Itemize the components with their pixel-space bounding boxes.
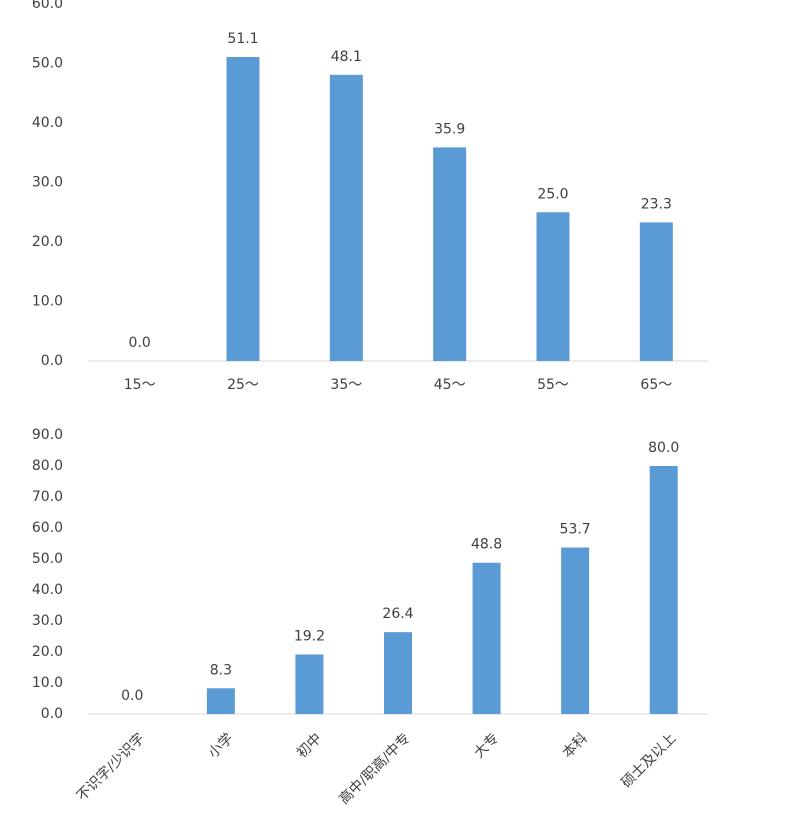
bar <box>649 466 678 714</box>
y-tick-label: 50.0 <box>32 56 63 72</box>
y-tick-label: 30.0 <box>32 613 63 629</box>
y-tick-label: 70.0 <box>32 489 63 505</box>
x-tick-label: 本科 <box>560 730 591 761</box>
y-tick-label: 0.0 <box>41 706 63 722</box>
x-tick-label: 初中 <box>293 730 325 762</box>
x-tick-label: 45～ <box>434 377 466 393</box>
y-tick-label: 40.0 <box>32 115 63 131</box>
bar <box>384 632 412 714</box>
x-tick-label: 小学 <box>205 730 236 761</box>
value-label: 48.8 <box>471 537 502 553</box>
bar <box>433 147 467 361</box>
chart: 0.0 10.0 20.0 30.0 40.0 50.0 60.0 70.0 80.0 90.0 0… <box>32 427 708 808</box>
value-label: 26.4 <box>382 606 413 622</box>
bar <box>295 654 324 714</box>
value-label: 80.0 <box>648 440 679 456</box>
bar <box>226 56 260 362</box>
x-tick-label: 大专 <box>471 730 502 761</box>
y-tick-label: 20.0 <box>32 234 63 250</box>
value-label: 0.0 <box>121 688 143 704</box>
value-label: 8.3 <box>210 662 232 678</box>
value-label: 19.2 <box>294 628 325 644</box>
x-tick-label: 15～ <box>124 377 156 393</box>
y-tick-label: 50.0 <box>32 551 63 567</box>
chart: 0.0 10.0 20.0 30.0 40.0 50.0 60.0 0.0 15～ 51.1 25～… <box>32 0 708 393</box>
x-tick-label: 35～ <box>330 377 362 393</box>
bar <box>329 74 363 362</box>
y-tick-label: 60.0 <box>32 0 63 12</box>
x-tick-label: 硕士及以上 <box>619 730 680 791</box>
value-label: 51.1 <box>227 31 258 47</box>
value-label: 35.9 <box>434 121 465 137</box>
value-label: 53.7 <box>560 522 591 538</box>
bar <box>561 547 590 714</box>
y-tick-label: 40.0 <box>32 582 63 598</box>
y-tick-label: 30.0 <box>32 175 63 191</box>
value-label: 0.0 <box>129 335 151 351</box>
x-tick-label: 55～ <box>537 377 569 393</box>
y-tick-label: 0.0 <box>41 353 63 369</box>
x-tick-label: 高中/职高/中专 <box>336 730 414 808</box>
y-tick-label: 10.0 <box>32 294 63 310</box>
y-tick-label: 90.0 <box>32 427 63 443</box>
bar <box>206 688 235 714</box>
bar <box>472 562 501 714</box>
y-tick-label: 10.0 <box>32 675 63 691</box>
value-label: 25.0 <box>537 186 568 202</box>
y-tick-label: 20.0 <box>32 644 63 660</box>
y-tick-label: 80.0 <box>32 458 63 474</box>
value-label: 23.3 <box>641 196 672 212</box>
y-tick-label: 60.0 <box>32 520 63 536</box>
value-label: 48.1 <box>331 49 362 65</box>
x-tick-label: 65～ <box>640 377 672 393</box>
bar <box>536 212 570 361</box>
x-tick-label: 25～ <box>227 377 259 393</box>
bar <box>639 222 673 361</box>
x-tick-label: 不识字/少识字 <box>74 730 148 804</box>
